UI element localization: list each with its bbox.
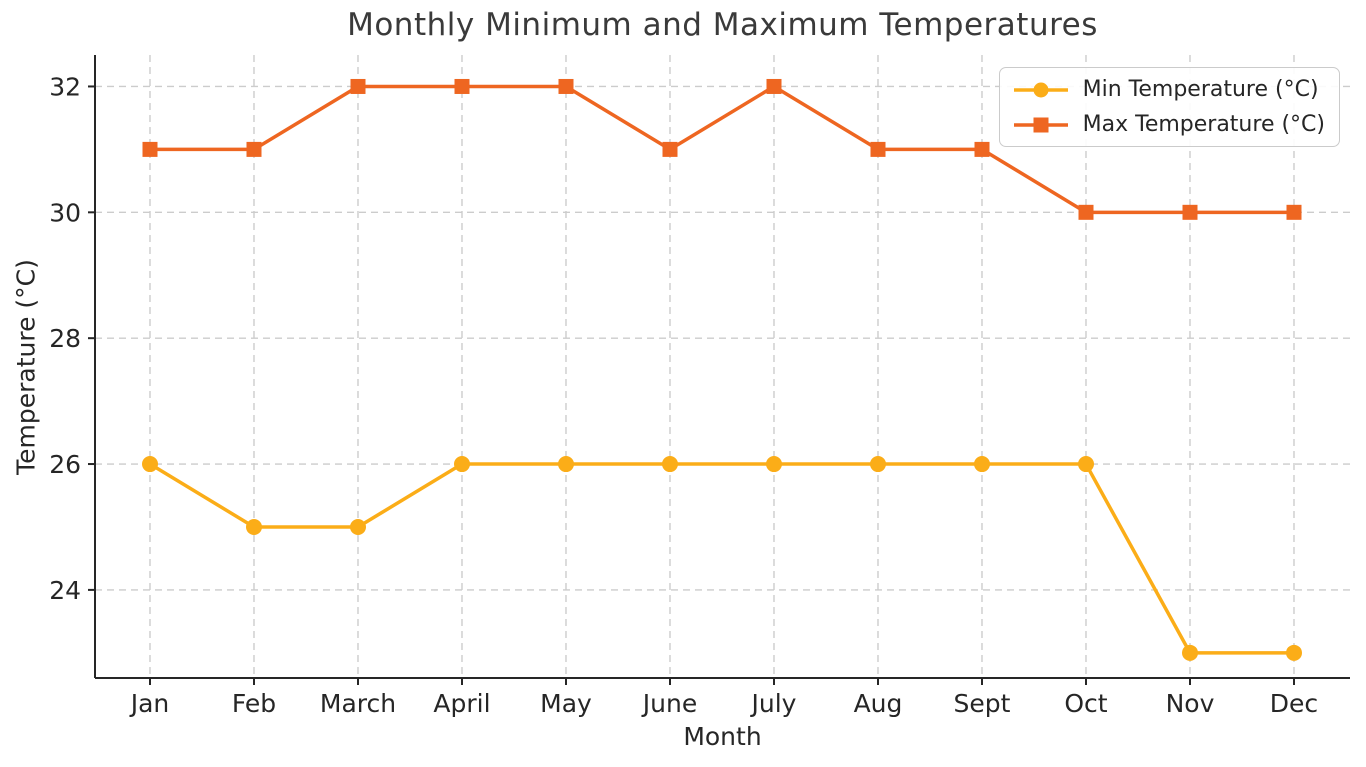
data-point-square bbox=[142, 141, 158, 157]
y-tick-label: 26 bbox=[49, 450, 81, 479]
data-point-circle bbox=[454, 456, 470, 473]
data-point-square bbox=[454, 78, 470, 94]
x-tick-label: Oct bbox=[1064, 689, 1107, 718]
series-line-0 bbox=[148, 462, 1296, 655]
data-point-circle bbox=[1182, 644, 1198, 661]
x-tick-label: July bbox=[750, 689, 797, 718]
data-point-circle bbox=[766, 456, 782, 473]
data-point-circle bbox=[246, 518, 262, 535]
x-tick-label: Feb bbox=[232, 689, 276, 718]
x-tick-label: Jan bbox=[129, 689, 170, 718]
y-tick-label: 24 bbox=[49, 576, 81, 605]
data-point-square bbox=[350, 78, 366, 94]
data-point-square bbox=[766, 78, 782, 94]
data-point-square bbox=[1182, 204, 1198, 220]
data-point-square bbox=[974, 141, 990, 157]
data-point-square bbox=[1286, 204, 1302, 220]
y-tick-label: 30 bbox=[49, 198, 81, 227]
legend-item-min: Min Temperature (°C) bbox=[1012, 77, 1325, 102]
legend-label-max: Max Temperature (°C) bbox=[1082, 112, 1325, 137]
data-point-circle bbox=[974, 456, 990, 473]
x-tick-label: Aug bbox=[854, 689, 903, 718]
data-point-square bbox=[870, 141, 886, 157]
data-point-circle bbox=[1286, 644, 1302, 661]
y-tick-label: 28 bbox=[49, 324, 81, 353]
legend: Min Temperature (°C) Max Temperature (°C… bbox=[998, 67, 1340, 147]
data-point-circle bbox=[870, 456, 886, 473]
chart-title: Monthly Minimum and Maximum Temperatures bbox=[347, 7, 1098, 43]
y-tick-label: 32 bbox=[49, 72, 81, 101]
data-point-square bbox=[246, 141, 262, 157]
x-axis-label: Month bbox=[683, 722, 762, 751]
data-point-circle bbox=[350, 518, 366, 535]
x-tick-label: May bbox=[540, 689, 592, 718]
data-point-square bbox=[662, 141, 678, 157]
x-tick-label: April bbox=[433, 689, 490, 718]
series-line-1 bbox=[148, 84, 1296, 215]
data-point-circle bbox=[662, 456, 678, 473]
data-point-circle bbox=[1078, 456, 1094, 473]
data-point-square bbox=[558, 78, 574, 94]
x-tick-label: Nov bbox=[1166, 689, 1215, 718]
x-tick-label: Dec bbox=[1270, 689, 1318, 718]
x-tick-label: March bbox=[320, 689, 396, 718]
legend-label-min: Min Temperature (°C) bbox=[1082, 77, 1319, 102]
legend-item-max: Max Temperature (°C) bbox=[1012, 112, 1325, 137]
data-point-circle bbox=[142, 456, 158, 473]
data-point-circle bbox=[558, 456, 574, 473]
y-axis-label: Temperature (°C) bbox=[11, 259, 41, 475]
x-tick-label: Sept bbox=[954, 689, 1011, 718]
x-tick-label: June bbox=[641, 689, 697, 718]
min-line-circle-marker-icon bbox=[1013, 82, 1068, 97]
data-point-square bbox=[1078, 204, 1094, 220]
max-line-square-marker-icon bbox=[1013, 117, 1068, 132]
